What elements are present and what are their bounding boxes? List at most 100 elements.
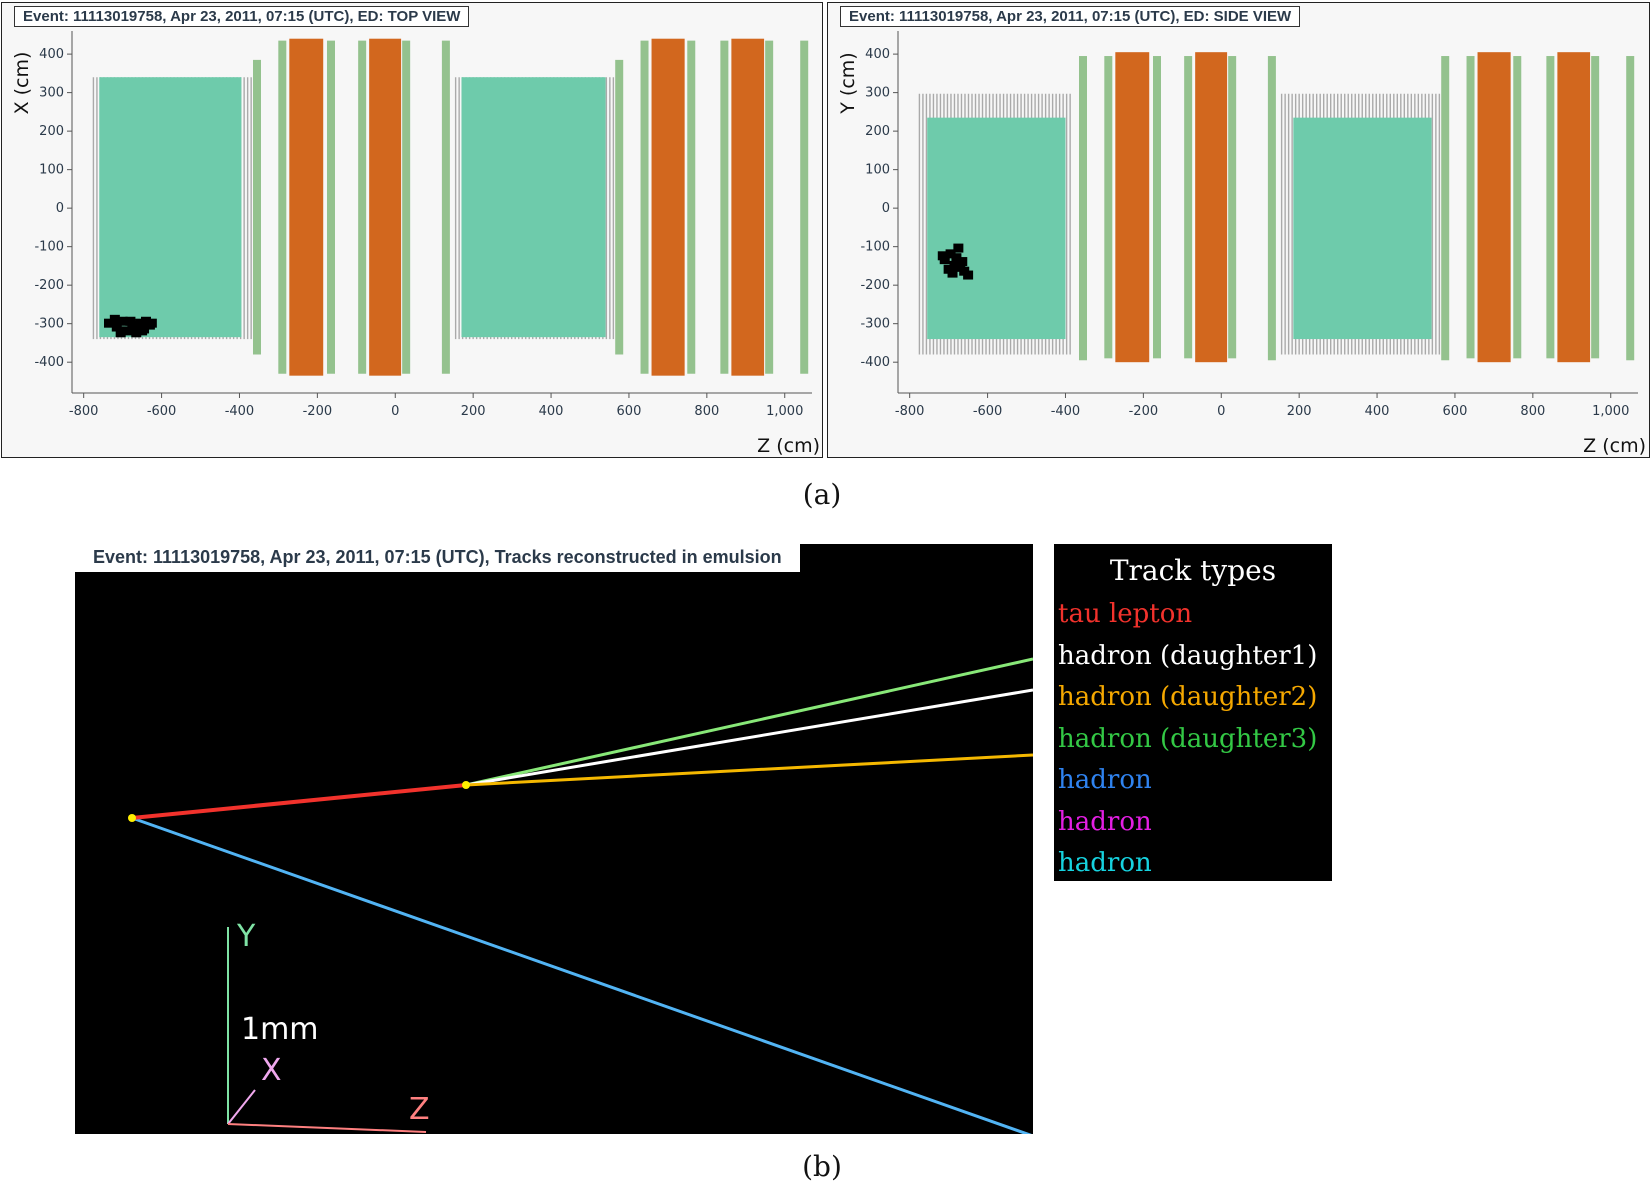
y-tick-label: 0 bbox=[56, 201, 64, 216]
rpc-plane-5 bbox=[402, 40, 411, 374]
x-tick-label: -800 bbox=[895, 404, 925, 419]
rpc-plane-3 bbox=[327, 40, 335, 374]
track-daughter1 bbox=[465, 688, 1034, 787]
hit-cluster bbox=[104, 314, 157, 338]
rpc-plane-12 bbox=[1626, 56, 1635, 361]
x-tick-label: -400 bbox=[1051, 404, 1081, 419]
scale-label: 1mm bbox=[241, 1012, 319, 1047]
rpc-plane-11 bbox=[765, 40, 774, 374]
y-tick-label: -100 bbox=[860, 240, 890, 255]
x-tick-label: 0 bbox=[391, 404, 399, 419]
rpc-plane-2 bbox=[278, 40, 287, 374]
rpc-plane-10 bbox=[720, 40, 729, 374]
rpc-plane-7 bbox=[615, 59, 624, 355]
target-module-2 bbox=[454, 77, 615, 340]
side-view-plot: -800 -600 -400 -200 0 200 400 600 800 1,000 400 300… bbox=[837, 31, 1646, 457]
magnet-iron-3 bbox=[1477, 52, 1511, 363]
x-tick-label: 400 bbox=[539, 404, 564, 419]
x-tick-label: 400 bbox=[1365, 404, 1390, 419]
x-axis-label: Z (cm) bbox=[1583, 435, 1646, 457]
x-tick-label: 1,000 bbox=[766, 404, 803, 419]
side-view-panel: -800 -600 -400 -200 0 200 400 600 800 1,000 400 300… bbox=[827, 2, 1650, 458]
x-tick-label: 200 bbox=[461, 404, 486, 419]
rpc-plane-12 bbox=[800, 40, 809, 374]
z-axis-arrow bbox=[227, 1123, 427, 1133]
track-types-legend: Track types tau lepton hadron (daughter1)… bbox=[1054, 544, 1332, 881]
magnet-iron-1 bbox=[289, 38, 324, 376]
x-tick-label: 200 bbox=[1287, 404, 1312, 419]
y-tick-label: -200 bbox=[860, 278, 890, 293]
track-hadron-blue bbox=[131, 816, 1034, 1138]
rpc-plane-1 bbox=[1079, 56, 1087, 361]
magnet-iron-2 bbox=[369, 38, 402, 376]
magnet-iron-1 bbox=[1115, 52, 1150, 363]
axis-z-label: Z bbox=[409, 1092, 430, 1127]
x-tick-label: -600 bbox=[147, 404, 177, 419]
rpc-plane-3 bbox=[1153, 56, 1161, 359]
y-tick-label: 400 bbox=[39, 47, 64, 62]
rpc-plane-11 bbox=[1591, 56, 1600, 359]
y-tick-label: -400 bbox=[860, 355, 890, 370]
legend-item: hadron (daughter3) bbox=[1058, 723, 1318, 754]
rpc-plane-4 bbox=[358, 40, 367, 374]
primary-vertex bbox=[128, 814, 136, 822]
magnet-iron-3 bbox=[651, 38, 685, 376]
top-view-plot: -800 -600 -400 -200 0 200 400 600 800 1,000 400 300… bbox=[11, 31, 820, 457]
magnet-iron-4 bbox=[1557, 52, 1591, 363]
legend-item: hadron (daughter2) bbox=[1058, 682, 1318, 712]
emulsion-track-plot: Y 1mm X Z bbox=[128, 657, 1034, 1138]
rpc-plane-2 bbox=[1104, 56, 1113, 359]
y-tick-label: 300 bbox=[865, 86, 890, 101]
rpc-plane-5 bbox=[1228, 56, 1237, 359]
x-tick-label: -800 bbox=[69, 404, 99, 419]
x-tick-label: -600 bbox=[973, 404, 1003, 419]
target-module-1 bbox=[918, 93, 1071, 355]
legend-item: hadron bbox=[1058, 848, 1152, 878]
x-tick-label: -400 bbox=[225, 404, 255, 419]
y-tick-label: 100 bbox=[865, 163, 890, 178]
axis-y-label: Y bbox=[236, 919, 256, 954]
top-view-title: Event: 11113019758, Apr 23, 2011, 07:15 … bbox=[14, 6, 470, 27]
y-tick-label: 400 bbox=[865, 47, 890, 62]
y-tick-label: 300 bbox=[39, 86, 64, 101]
y-axis-label: Y (cm) bbox=[837, 52, 859, 114]
hit-cluster bbox=[937, 243, 974, 280]
rpc-plane-8 bbox=[1466, 56, 1475, 359]
legend-title: Track types bbox=[1109, 554, 1277, 587]
side-view-title: Event: 11113019758, Apr 23, 2011, 07:15 … bbox=[840, 6, 1301, 27]
legend-item: hadron bbox=[1058, 765, 1152, 795]
rpc-plane-7 bbox=[1441, 56, 1450, 361]
track-tau bbox=[131, 783, 467, 820]
x-axis-label: Z (cm) bbox=[757, 435, 820, 457]
magnet-iron-2 bbox=[1195, 52, 1228, 363]
y-tick-label: -400 bbox=[34, 355, 64, 370]
y-tick-label: 200 bbox=[865, 124, 890, 139]
x-tick-label: -200 bbox=[1129, 404, 1159, 419]
target-module-1 bbox=[92, 77, 252, 340]
caption-b: (b) bbox=[802, 1150, 842, 1183]
track-daughter2 bbox=[465, 753, 1034, 787]
top-view-panel: -800 -600 -400 -200 0 200 400 600 800 1,000 400 300… bbox=[1, 2, 823, 458]
y-tick-label: -300 bbox=[34, 317, 64, 332]
x-tick-label: 800 bbox=[694, 404, 719, 419]
x-tick-label: 1,000 bbox=[1592, 404, 1629, 419]
x-axis-arrow bbox=[227, 1089, 256, 1125]
y-tick-label: -300 bbox=[860, 317, 890, 332]
x-tick-label: 800 bbox=[1520, 404, 1545, 419]
y-tick-label: -100 bbox=[34, 240, 64, 255]
rpc-plane-6 bbox=[1267, 56, 1276, 361]
y-tick-label: 0 bbox=[882, 201, 890, 216]
rpc-plane-4 bbox=[1184, 56, 1193, 359]
track-daughter3 bbox=[465, 657, 1034, 787]
rpc-plane-6 bbox=[441, 40, 450, 374]
x-tick-label: 600 bbox=[1443, 404, 1468, 419]
x-tick-label: -200 bbox=[303, 404, 333, 419]
legend-items: tau lepton hadron (daughter1) hadron (daug… bbox=[1054, 594, 1332, 885]
emulsion-view-title: Event: 11113019758, Apr 23, 2011, 07:15 … bbox=[75, 544, 800, 572]
legend-item: hadron bbox=[1058, 806, 1152, 837]
y-tick-label: 200 bbox=[39, 124, 64, 139]
target-module-2 bbox=[1280, 93, 1441, 355]
axis-x-label: X bbox=[261, 1053, 282, 1088]
rpc-plane-1 bbox=[253, 59, 261, 355]
y-axis-label: X (cm) bbox=[11, 52, 33, 115]
